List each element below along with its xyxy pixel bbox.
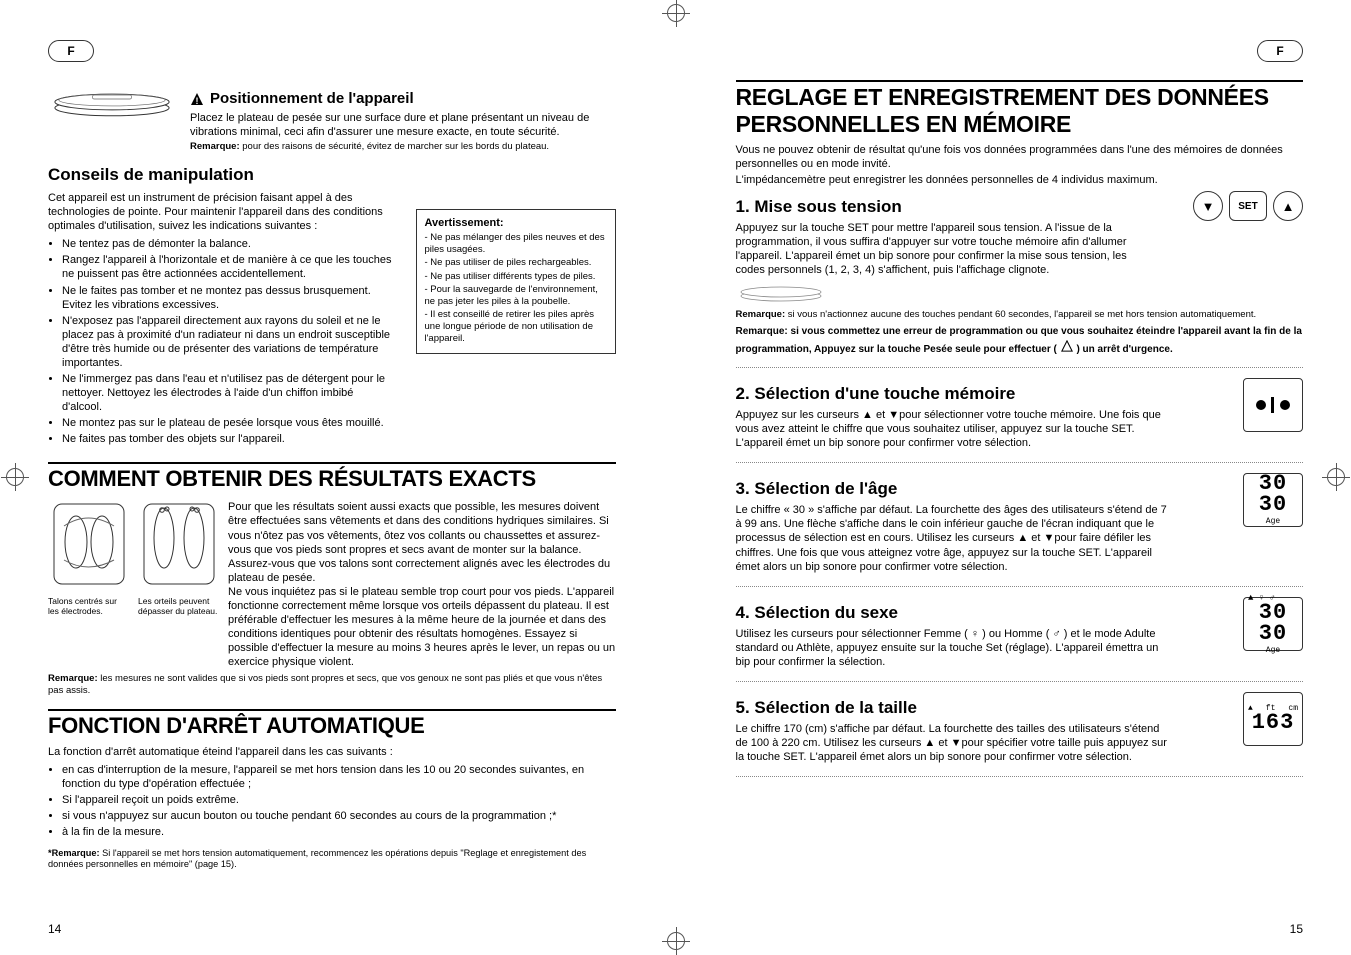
step-3-title: 3. Sélection de l'âge — [736, 479, 1170, 499]
autooff-intro: La fonction d'arrêt automatique éteind l… — [48, 745, 616, 759]
positionnement-title: ! Positionnement de l'appareil — [190, 90, 616, 107]
svg-text:!: ! — [196, 96, 199, 106]
avertissement-line: - Il est conseillé de retirer les piles … — [425, 309, 607, 345]
step-1-remarque2: Remarque: si vous commettez une erreur d… — [736, 326, 1304, 357]
step-1-row: 1. Mise sous tension Appuyez sur la touc… — [736, 191, 1304, 279]
step-3-body: Le chiffre « 30 » s'affiche par défaut. … — [736, 503, 1170, 573]
divider — [736, 367, 1304, 368]
autooff-item: en cas d'interruption de la mesure, l'ap… — [62, 763, 616, 791]
page-left: F ! Positionnement de l'appareil Placez … — [0, 0, 676, 954]
conseils-row: Cet appareil est un instrument de précis… — [48, 189, 616, 450]
avertissement-line: - Ne pas utiliser différents types de pi… — [425, 271, 607, 283]
avertissement-line: - Ne pas utiliser de piles rechargeables… — [425, 257, 607, 269]
conseils-list: Ne tentez pas de démonter la balance. Ra… — [62, 237, 396, 446]
right-intro-1: Vous ne pouvez obtenir de résultat qu'un… — [736, 144, 1304, 172]
autooff-list: en cas d'interruption de la mesure, l'ap… — [62, 763, 616, 839]
exact-body: Pour que les résultats soient aussi exac… — [228, 500, 616, 669]
conseils-item: Ne tentez pas de démonter la balance. — [62, 237, 396, 251]
down-arrow-button[interactable]: ▼ — [1193, 191, 1223, 221]
conseils-item: Rangez l'appareil à l'horizontale et de … — [62, 253, 396, 281]
display-step-4: ▲ ♀ ♂ 30 30 Age — [1243, 597, 1303, 651]
conseils-item: Ne faites pas tomber des objets sur l'ap… — [62, 432, 396, 446]
conseils-intro: Cet appareil est un instrument de précis… — [48, 191, 396, 233]
page-number-right: 15 — [1290, 922, 1303, 936]
page-number-left: 14 — [48, 922, 61, 936]
right-intro-2: L'impédancemètre peut enregistrer les do… — [736, 174, 1304, 188]
conseils-item: Ne le faites pas tomber et ne montez pas… — [62, 284, 396, 312]
divider — [736, 462, 1304, 463]
autooff-item: si vous n'appuyez sur aucun bouton ou to… — [62, 809, 616, 823]
step-1-title: 1. Mise sous tension — [736, 197, 1140, 217]
page-right: F REGLAGE ET ENREGISTREMENT DES DONNÉES … — [676, 0, 1351, 954]
feet-caption-1: Talons centrés sur les électrodes. — [48, 597, 130, 617]
step-2-title: 2. Sélection d'une touche mémoire — [736, 384, 1170, 404]
autooff-title: FONCTION D'ARRÊT AUTOMATIQUE — [48, 709, 616, 739]
step-5-title: 5. Sélection de la taille — [736, 698, 1170, 718]
right-title-bar: REGLAGE ET ENREGISTREMENT DES DONNÉES PE… — [736, 80, 1304, 138]
scale-side-illustration — [48, 80, 176, 122]
scale-side-mini-illustration — [736, 282, 826, 302]
divider — [736, 681, 1304, 682]
avertissement-line: - Ne pas mélanger des piles neuves et de… — [425, 232, 607, 256]
step-3-row: 3. Sélection de l'âge Le chiffre « 30 » … — [736, 473, 1304, 575]
exact-row: Talons centrés sur les électrodes. Les o… — [48, 498, 616, 671]
positionnement-body: Placez le plateau de pesée sur une surfa… — [190, 111, 616, 139]
lang-badge-right: F — [1257, 40, 1303, 62]
autooff-item: à la fin de la mesure. — [62, 825, 616, 839]
display-step-2 — [1243, 378, 1303, 432]
step-4-row: 4. Sélection du sexe Utilisez les curseu… — [736, 597, 1304, 671]
positionnement-remarque: Remarque: pour des raisons de sécurité, … — [190, 141, 616, 153]
up-arrow-button[interactable]: ▲ — [1273, 191, 1303, 221]
avertissement-box: Avertissement: - Ne pas mélanger des pil… — [416, 209, 616, 353]
conseils-item: N'exposez pas l'appareil directement aux… — [62, 314, 396, 370]
set-button[interactable]: SET — [1229, 191, 1267, 221]
exact-title: COMMENT OBTENIR DES RÉSULTATS EXACTS — [48, 462, 616, 492]
conseils-item: Ne montez pas sur le plateau de pesée lo… — [62, 416, 396, 430]
warning-triangle-icon: ! — [190, 92, 204, 106]
autooff-footnote: *Remarque: Si l'appareil se met hors ten… — [48, 848, 616, 870]
weigh-only-icon — [1060, 339, 1074, 353]
step-2-body: Appuyez sur les curseurs ▲ et ▼pour séle… — [736, 408, 1170, 450]
conseils-item: Ne l'immergez pas dans l'eau et n'utilis… — [62, 372, 396, 414]
positionnement-row: ! Positionnement de l'appareil Placez le… — [48, 80, 616, 155]
display-step-5: ▲ftcm 163 — [1243, 692, 1303, 746]
step-1-body: Appuyez sur la touche SET pour mettre l'… — [736, 221, 1140, 277]
feet-caption-2: Les orteils peuvent dépasser du plateau. — [138, 597, 220, 617]
feet-figure-2: Les orteils peuvent dépasser du plateau. — [138, 498, 220, 617]
avertissement-line: - Pour la sauvegarde de l'environnement,… — [425, 284, 607, 308]
avertissement-title: Avertissement: — [425, 216, 607, 230]
autooff-item: Si l'appareil reçoit un poids extrême. — [62, 793, 616, 807]
step-4-body: Utilisez les curseurs pour sélectionner … — [736, 627, 1170, 669]
step-5-row: 5. Sélection de la taille Le chiffre 170… — [736, 692, 1304, 766]
step-1-remarque: Remarque: si vous n'actionnez aucune des… — [736, 309, 1304, 321]
step-5-body: Le chiffre 170 (cm) s'affiche par défaut… — [736, 722, 1170, 764]
display-step-3: 30 30 Age — [1243, 473, 1303, 527]
exact-remarque: Remarque: les mesures ne sont valides qu… — [48, 673, 616, 697]
feet-figure-1: Talons centrés sur les électrodes. — [48, 498, 130, 617]
step-2-row: 2. Sélection d'une touche mémoire Appuye… — [736, 378, 1304, 452]
positionnement-title-text: Positionnement de l'appareil — [210, 90, 414, 107]
step-4-title: 4. Sélection du sexe — [736, 603, 1170, 623]
lang-badge-left: F — [48, 40, 94, 62]
conseils-title: Conseils de manipulation — [48, 165, 616, 185]
divider — [736, 776, 1304, 777]
divider — [736, 586, 1304, 587]
